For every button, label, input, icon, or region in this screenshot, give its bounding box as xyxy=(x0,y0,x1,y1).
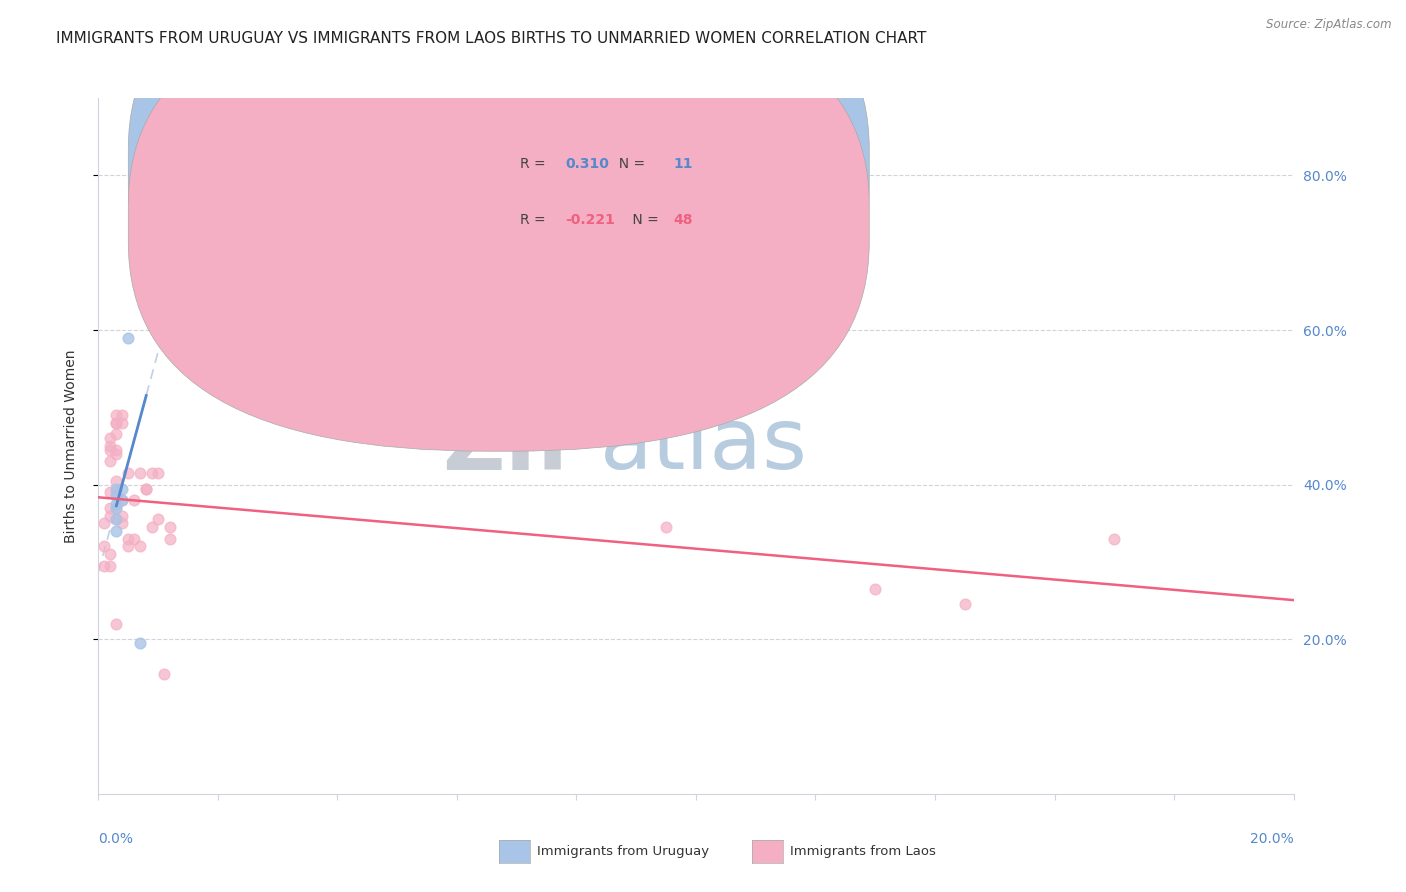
Point xyxy=(105,500,128,515)
Text: N =: N = xyxy=(610,157,650,171)
Point xyxy=(135,482,157,496)
Point xyxy=(105,482,128,496)
Text: 0.0%: 0.0% xyxy=(98,832,134,847)
Point xyxy=(105,616,128,631)
Point xyxy=(105,442,128,457)
Point xyxy=(1104,532,1126,546)
Text: R =: R = xyxy=(520,157,550,171)
FancyBboxPatch shape xyxy=(128,0,869,395)
Point xyxy=(111,408,134,422)
Point xyxy=(124,493,146,508)
Point xyxy=(117,331,139,345)
Point xyxy=(655,520,678,534)
FancyBboxPatch shape xyxy=(463,109,780,255)
Point xyxy=(100,508,122,523)
Point xyxy=(135,253,157,268)
Point xyxy=(865,582,887,596)
Point xyxy=(100,500,122,515)
Point xyxy=(117,540,139,554)
Point xyxy=(105,524,128,538)
Point xyxy=(105,447,128,461)
Point xyxy=(93,516,115,531)
Text: 11: 11 xyxy=(673,157,693,171)
Y-axis label: Births to Unmarried Women: Births to Unmarried Women xyxy=(63,350,77,542)
Text: 48: 48 xyxy=(673,213,693,227)
Point xyxy=(111,493,134,508)
Point xyxy=(117,466,139,480)
Point xyxy=(141,520,163,534)
Point xyxy=(100,547,122,561)
Point xyxy=(105,512,128,526)
Point xyxy=(141,466,163,480)
Point xyxy=(111,516,134,531)
Point xyxy=(148,512,170,526)
Point xyxy=(129,540,152,554)
Point xyxy=(953,598,976,612)
Point xyxy=(105,497,128,511)
Text: Source: ZipAtlas.com: Source: ZipAtlas.com xyxy=(1267,18,1392,31)
Point xyxy=(117,532,139,546)
Point xyxy=(129,466,152,480)
Point xyxy=(135,482,157,496)
Point xyxy=(153,667,176,681)
Text: Immigrants from Uruguay: Immigrants from Uruguay xyxy=(537,846,709,858)
Text: 0.310: 0.310 xyxy=(565,157,610,171)
Text: -0.221: -0.221 xyxy=(565,213,616,227)
Text: N =: N = xyxy=(628,213,664,227)
Point xyxy=(159,520,181,534)
FancyBboxPatch shape xyxy=(128,0,869,451)
Point xyxy=(124,532,146,546)
Text: ZIP: ZIP xyxy=(443,404,600,488)
Point xyxy=(105,416,128,430)
Point xyxy=(93,558,115,573)
Point xyxy=(105,474,128,488)
Point xyxy=(129,636,152,650)
Point xyxy=(100,485,122,500)
Point xyxy=(100,558,122,573)
Point xyxy=(100,442,122,457)
Point xyxy=(105,427,128,442)
Point xyxy=(159,532,181,546)
Point xyxy=(111,493,134,508)
Point xyxy=(148,466,170,480)
Point xyxy=(93,540,115,554)
Text: R =: R = xyxy=(520,213,550,227)
Point xyxy=(111,508,134,523)
Point xyxy=(105,416,128,430)
Point xyxy=(100,431,122,445)
Point xyxy=(105,408,128,422)
Text: atlas: atlas xyxy=(600,404,808,488)
Point xyxy=(105,500,128,515)
Point xyxy=(100,454,122,468)
Point xyxy=(105,512,128,526)
Point xyxy=(105,489,128,503)
Text: IMMIGRANTS FROM URUGUAY VS IMMIGRANTS FROM LAOS BIRTHS TO UNMARRIED WOMEN CORREL: IMMIGRANTS FROM URUGUAY VS IMMIGRANTS FR… xyxy=(56,31,927,46)
Point xyxy=(105,485,128,500)
Point xyxy=(100,439,122,453)
Point xyxy=(111,416,134,430)
Text: Immigrants from Laos: Immigrants from Laos xyxy=(790,846,936,858)
Point xyxy=(111,482,134,496)
Text: 20.0%: 20.0% xyxy=(1250,832,1294,847)
